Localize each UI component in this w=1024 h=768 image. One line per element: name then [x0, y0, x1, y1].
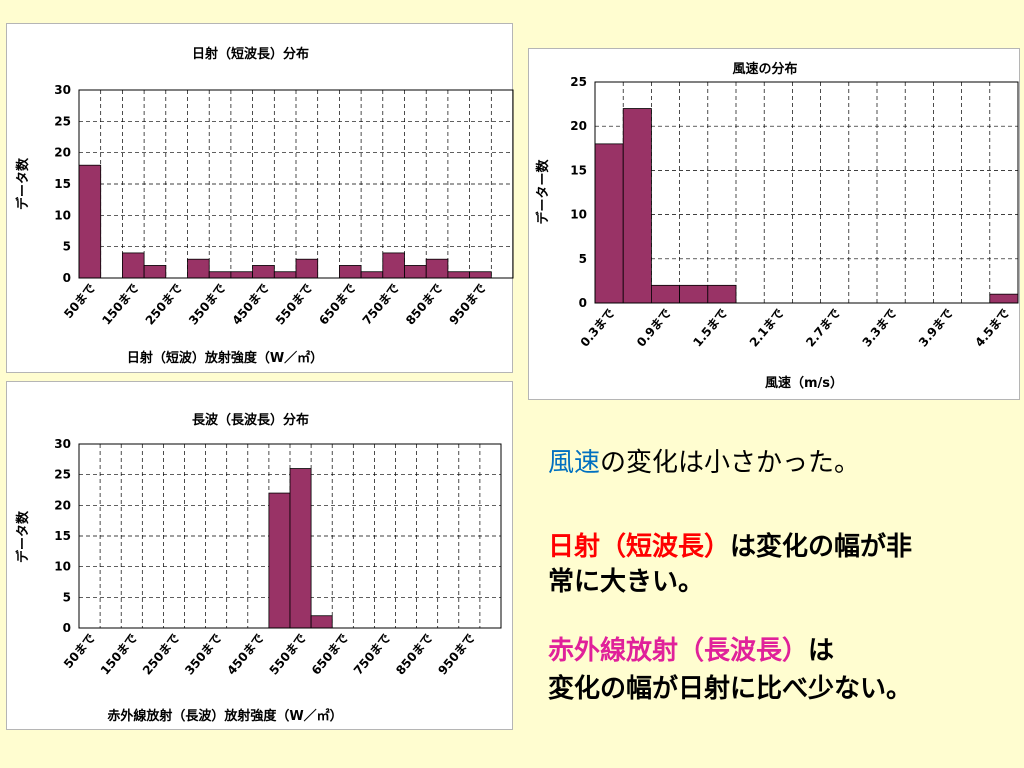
y-tick-label: 0 — [63, 271, 71, 285]
y-tick-label: 30 — [54, 437, 71, 451]
note-solar-text: は変化の幅が非 — [730, 532, 913, 562]
y-tick-label: 10 — [54, 208, 71, 222]
x-tick-label: 450まで — [224, 631, 266, 678]
x-tick-label: 150まで — [99, 281, 141, 328]
solar-distribution-chart: 日射（短波長）分布 0 5 10 15 20 25 30 50まで 150まで 250まで 350まで… — [15, 46, 514, 366]
plot-area — [78, 89, 514, 279]
bar-950まで — [469, 271, 492, 279]
bar-0.6まで — [622, 108, 652, 304]
x-tick-label: 950まで — [435, 631, 477, 678]
x-axis-label: 日射（短波）放射強度（W／㎡） — [127, 350, 323, 366]
bar-550まで — [295, 258, 319, 279]
y-tick-label: 25 — [54, 114, 71, 128]
y-tick-label: 0 — [579, 296, 587, 310]
note-longwave: 赤外線放射（長波長）は — [548, 635, 834, 668]
bar-900まで — [447, 271, 470, 279]
bar-50まで — [78, 164, 102, 279]
wind-chart-panel: 風速の分布 0 5 10 15 20 25 0.3まで 0.9まで 1.5まで 2.1まで 2.7まで… — [528, 48, 1020, 400]
x-tick-label: 550まで — [273, 281, 315, 328]
y-axis-label: データ数 — [15, 510, 31, 563]
chart-title: 風速の分布 — [732, 61, 797, 77]
x-tick-label: 650まで — [316, 281, 358, 328]
longwave-chart-panel: 長波（長波長）分布 0 5 10 15 20 25 30 50まで 150まで 250まで 350まで… — [6, 381, 513, 730]
y-tick-label: 20 — [570, 119, 587, 133]
x-axis-label: 赤外線放射（長波）放射強度（W／㎡） — [107, 708, 342, 724]
note-longwave-cont: 変化の幅が日射に比べ少ない。 — [548, 674, 913, 704]
y-tick-label: 10 — [570, 208, 587, 222]
y-axis-label: データー数 — [535, 159, 551, 225]
bar-400まで — [230, 271, 253, 279]
y-tick-label: 30 — [54, 83, 71, 97]
plot-area — [78, 443, 502, 629]
x-tick-label: 150まで — [98, 631, 140, 678]
x-tick-label: 350まで — [186, 281, 228, 328]
chart-title: 日射（短波長）分布 — [192, 46, 309, 62]
y-tick-label: 15 — [54, 177, 71, 191]
commentary: 風速の変化は小さかった。 日射（短波長）は変化の幅が非 常に大きい。 赤外線放射… — [548, 0, 1018, 768]
bar-550まで — [289, 468, 312, 629]
note-longwave-text: は — [808, 636, 835, 666]
x-tick-label: 750まで — [351, 631, 393, 678]
x-tick-label: 950まで — [446, 281, 488, 328]
y-tick-label: 5 — [63, 590, 71, 604]
y-tick-label: 25 — [570, 75, 587, 89]
y-tick-label: 0 — [63, 621, 71, 635]
note-solar-highlight: 日射（短波長） — [548, 532, 731, 562]
x-tick-label: 450まで — [229, 281, 271, 328]
bar-800まで — [404, 265, 427, 279]
longwave-distribution-chart: 長波（長波長）分布 0 5 10 15 20 25 30 50まで 150まで 250まで 350まで… — [15, 412, 502, 724]
bar-350まで — [208, 271, 232, 279]
bar-600まで — [310, 615, 333, 629]
y-tick-label: 15 — [570, 163, 587, 177]
y-tick-label: 25 — [54, 468, 71, 482]
note-wind: 風速の変化は小さかった。 — [548, 447, 860, 480]
bar-850まで — [425, 258, 449, 279]
x-tick-label: 50まで — [61, 281, 98, 321]
y-tick-label: 5 — [579, 252, 587, 266]
bar-450まで — [252, 265, 275, 279]
bar-500まで — [273, 271, 297, 279]
x-tick-label: 350まで — [182, 631, 224, 678]
y-tick-label: 15 — [54, 529, 71, 543]
x-tick-label: 750まで — [360, 281, 402, 328]
note-longwave-highlight: 赤外線放射（長波長） — [548, 636, 809, 666]
y-tick-label: 20 — [54, 498, 71, 512]
note-wind-text: の変化は小さかった。 — [600, 448, 861, 478]
y-axis-label: データ数 — [15, 157, 31, 210]
solar-chart-panel: 日射（短波長）分布 0 5 10 15 20 25 30 50まで 150まで 250まで 350まで… — [6, 23, 514, 373]
bar-150まで — [122, 252, 145, 279]
y-tick-label: 5 — [63, 240, 71, 254]
note-solar-cont: 常に大きい。 — [548, 567, 705, 597]
x-tick-label: 650まで — [309, 631, 351, 678]
x-tick-label: 250まで — [143, 281, 185, 328]
x-tick-label: 850まで — [393, 631, 435, 678]
bar-700まで — [360, 271, 384, 279]
x-axis-label: 風速（m/s） — [765, 375, 843, 391]
y-tick-label: 20 — [54, 146, 71, 160]
note-solar: 日射（短波長）は変化の幅が非 — [548, 531, 912, 564]
bar-750まで — [382, 252, 405, 279]
y-tick-label: 10 — [54, 560, 71, 574]
x-tick-label: 50まで — [61, 631, 98, 671]
bar-200まで — [143, 265, 167, 279]
x-tick-label: 250まで — [140, 631, 182, 678]
chart-title: 長波（長波長）分布 — [192, 412, 309, 428]
bar-300まで — [187, 258, 210, 279]
plot-area — [594, 81, 1019, 304]
x-tick-label: 550まで — [267, 631, 309, 678]
bar-500まで — [268, 492, 291, 629]
x-tick-label: 850まで — [403, 281, 445, 328]
bar-650まで — [338, 265, 362, 279]
note-wind-highlight: 風速 — [548, 448, 601, 478]
